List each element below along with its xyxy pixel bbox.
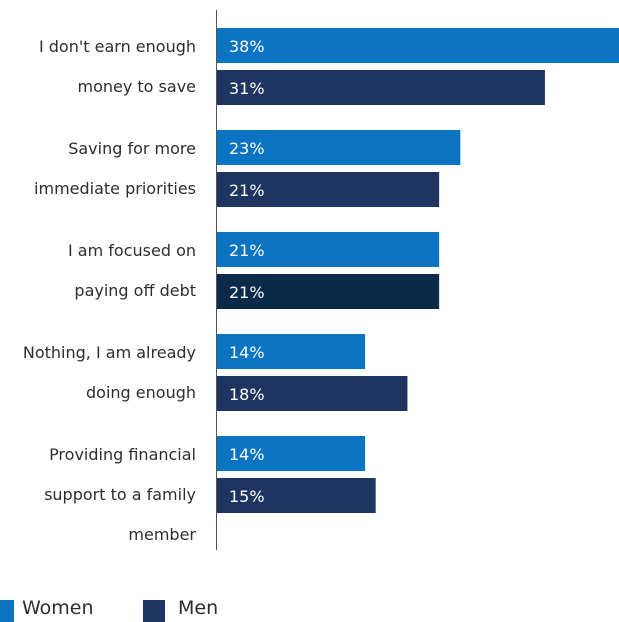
bar-men: [217, 478, 376, 513]
category-label-line: member: [128, 525, 196, 544]
category-label-line: paying off debt: [74, 281, 196, 300]
category-label: I am focused on paying off debt: [68, 241, 196, 300]
bar-value-label: 21%: [229, 241, 265, 260]
category-label: Nothing, I am already doing enough: [23, 343, 196, 402]
bar-men: [217, 172, 440, 207]
bar-men: [217, 274, 440, 309]
category-label: Saving for more immediate priorities: [34, 139, 196, 198]
bar-value-label: 15%: [229, 487, 265, 506]
bar-value-label: 38%: [229, 37, 265, 56]
category-label-line: I don't earn enough: [39, 37, 196, 56]
legend-label-women: Women: [22, 597, 94, 619]
legend-label-men: Men: [178, 597, 219, 619]
category-label-line: Nothing, I am already: [23, 343, 196, 362]
bar-men: [217, 376, 408, 411]
bar-value-label: 31%: [229, 79, 265, 98]
category-label-line: I am focused on: [68, 241, 196, 260]
bar-men: [217, 70, 545, 105]
bar-women: [217, 436, 366, 471]
category-label-line: Saving for more: [68, 139, 196, 158]
bar-women: [217, 334, 366, 369]
category-label: Providing financial support to a family me…: [44, 445, 196, 544]
bar-value-label: 23%: [229, 139, 265, 158]
category-label-line: Providing financial: [49, 445, 196, 464]
bar-value-label: 14%: [229, 445, 265, 464]
legend: Women Men: [0, 596, 619, 622]
legend-swatch-men: [143, 600, 165, 622]
bar-women: [217, 232, 440, 267]
category-label: I don't earn enough money to save: [39, 37, 196, 96]
bar-value-label: 21%: [229, 283, 265, 302]
bar-women: [217, 130, 461, 165]
bar-value-label: 18%: [229, 385, 265, 404]
category-label-line: support to a family: [44, 485, 196, 504]
category-label-line: doing enough: [86, 383, 196, 402]
legend-swatch-women: [0, 600, 14, 622]
bar-women: [217, 28, 619, 63]
category-label-line: money to save: [77, 77, 196, 96]
bar-chart: I don't earn enough money to save Saving f…: [23, 10, 619, 550]
bar-value-label: 21%: [229, 181, 265, 200]
category-label-line: immediate priorities: [34, 179, 196, 198]
bar-value-label: 14%: [229, 343, 265, 362]
category-labels: I don't earn enough money to save Saving f…: [23, 37, 197, 544]
bars: 38% 31% 23% 21% 21% 21% 14% 18% 14% 15%: [217, 28, 619, 513]
